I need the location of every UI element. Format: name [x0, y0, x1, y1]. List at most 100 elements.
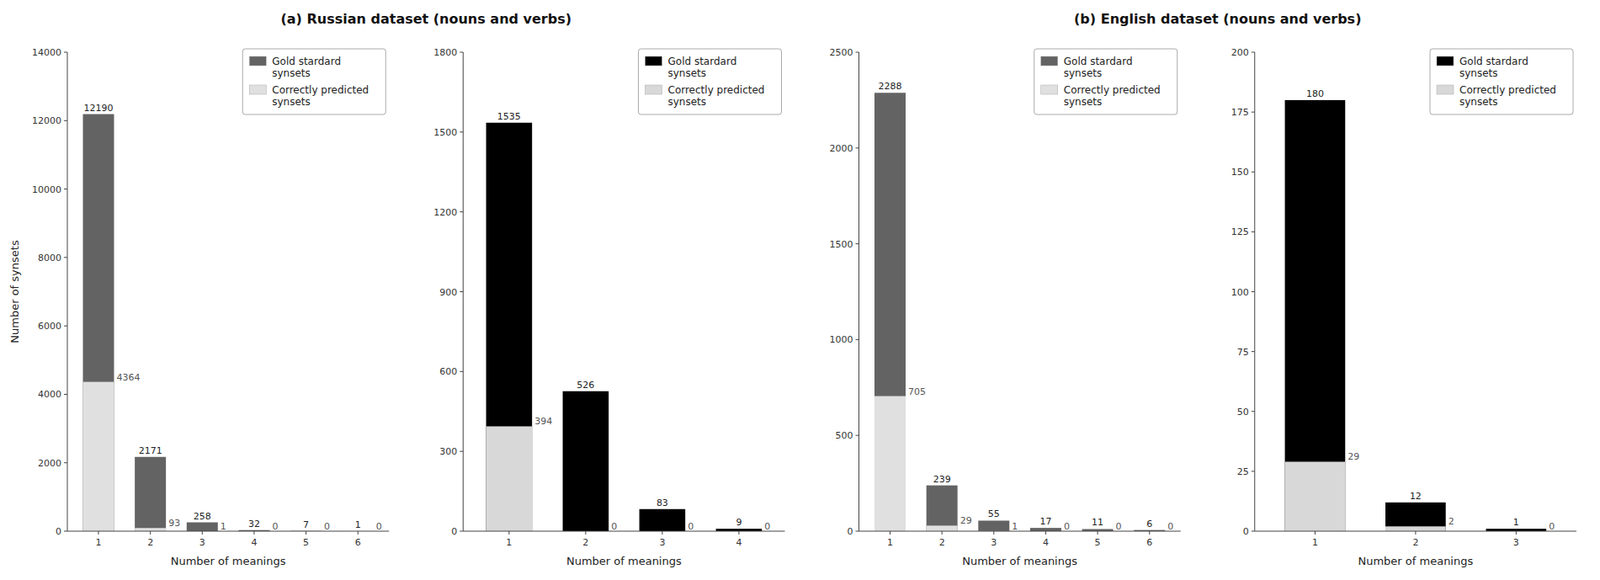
y-tick-label: 1200 [433, 207, 458, 218]
legend: Gold stardardsynsetsCorrectly predicteds… [638, 48, 782, 115]
bars [874, 92, 1165, 532]
x-tick-label: 2 [939, 536, 946, 548]
data-label: 1 [1513, 516, 1520, 528]
x-tick-label: 3 [1513, 536, 1520, 548]
chart: 1219021712583271436493100002000400060008… [8, 47, 389, 568]
bar [639, 509, 686, 532]
x-tick [661, 531, 663, 535]
bar [486, 122, 533, 532]
y-tick [855, 339, 860, 341]
x-tick [508, 531, 510, 535]
data-label: 1 [355, 519, 362, 531]
y-tick [63, 256, 68, 258]
y-tick-label: 14000 [31, 47, 62, 59]
data-label: 1 [220, 520, 227, 532]
x-tick-label: 1 [887, 536, 894, 548]
x-tick-label: 3 [659, 536, 665, 548]
y-tick [1251, 470, 1255, 472]
data-label: 12 [1409, 490, 1422, 502]
y-tick [459, 291, 463, 293]
data-label: 4364 [116, 372, 140, 383]
legend-label-line: Correctly predicted [271, 84, 369, 96]
data-label: 2 [1448, 515, 1455, 527]
x-tick [1314, 531, 1316, 535]
title: (a) Russian dataset (nouns and verbs) [280, 10, 572, 27]
y-tick-label: 150 [1231, 166, 1250, 178]
legend-label-line: synsets [1459, 95, 1499, 108]
legend-swatch [1436, 85, 1454, 95]
y-tick [855, 531, 860, 532]
y-tick [459, 52, 463, 54]
x-tick-label: 1 [95, 536, 101, 548]
legend-label: Gold stardardsynsets [1459, 55, 1529, 80]
y-tick-label: 175 [1231, 106, 1250, 118]
bar [134, 457, 166, 532]
legend-label-line: Gold stardard [1063, 55, 1133, 68]
bar [1385, 502, 1446, 532]
legend-label-line: Gold stardard [668, 55, 738, 68]
bar [1285, 100, 1346, 532]
x-tick [253, 531, 255, 535]
data-label: 93 [168, 517, 181, 529]
x-tick [201, 531, 203, 535]
y-tick [1251, 231, 1255, 233]
x-tick-label: 3 [199, 536, 206, 548]
bar [874, 396, 906, 532]
data-label: 32 [248, 518, 261, 530]
y-tick [855, 147, 860, 149]
y-tick [855, 243, 860, 245]
x-tick [1515, 531, 1517, 535]
y-tick [63, 531, 68, 532]
bar [134, 527, 166, 532]
legend-label-line: synsets [1063, 95, 1103, 108]
legend-label: Correctly predictedsynsets [271, 84, 369, 108]
x-tick [1097, 531, 1099, 535]
data-label: 83 [656, 497, 669, 509]
y-axis-line [67, 52, 69, 532]
legend-label-line: Gold stardard [271, 55, 341, 68]
x-tick [993, 531, 995, 535]
y-tick [63, 188, 68, 190]
y-tick [855, 435, 860, 436]
x-tick [97, 531, 99, 535]
data-label: 0 [324, 520, 330, 532]
data-label: 6 [1146, 518, 1153, 530]
data-label: 12190 [83, 102, 113, 114]
x-tick-label: 6 [355, 536, 362, 548]
figure: 1219021712583271436493100002000400060008… [0, 0, 1600, 580]
y-tick [63, 462, 68, 463]
x-tick [889, 531, 891, 535]
x-tick [357, 531, 359, 535]
legend-label-line: Gold stardard [1459, 55, 1529, 68]
y-tick [459, 371, 463, 373]
legend-label-line: Correctly predicted [1459, 84, 1557, 96]
bars [82, 114, 373, 532]
y-tick-label: 1500 [829, 239, 854, 250]
legend-swatch [249, 56, 266, 66]
legend-label: Gold stardardsynsets [1063, 55, 1133, 80]
bar [563, 391, 610, 532]
x-axis-label: Number of meanings [962, 554, 1078, 568]
bar [1285, 461, 1346, 532]
x-axis-label: Number of meanings [170, 554, 287, 568]
x-tick [1045, 531, 1047, 535]
x-axis-label: Number of meanings [566, 554, 682, 568]
y-tick-label: 1000 [829, 334, 854, 346]
data-label: 11 [1091, 516, 1104, 528]
y-tick [63, 393, 68, 395]
y-tick-label: 0 [1243, 526, 1250, 537]
legend-box [1034, 48, 1178, 115]
legend-swatch [1436, 56, 1454, 66]
y-tick-label: 500 [835, 430, 854, 442]
y-tick-label: 200 [1231, 47, 1250, 59]
y-tick-label: 12000 [31, 115, 62, 127]
legend-swatch [1041, 85, 1058, 95]
y-tick-label: 1800 [433, 47, 458, 59]
title: (b) English dataset (nouns and verbs) [1073, 10, 1361, 27]
x-axis-line [67, 531, 389, 532]
bars [1285, 100, 1547, 532]
legend-label-line: synsets [1459, 67, 1499, 80]
y-tick [1251, 111, 1255, 113]
chart: 18012129200255075100125150175200123Numbe… [1231, 47, 1577, 568]
x-tick [738, 531, 739, 535]
